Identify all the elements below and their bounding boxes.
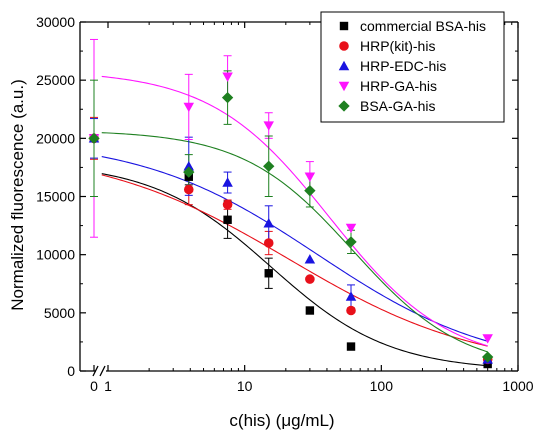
x-tick-label: 10 bbox=[237, 378, 253, 394]
legend-label: BSA-GA-his bbox=[360, 98, 435, 114]
y-tick-label: 20000 bbox=[36, 130, 75, 146]
data-point bbox=[346, 342, 356, 351]
axis-break-mark bbox=[92, 365, 99, 377]
legend-box bbox=[320, 11, 505, 123]
legend-marker bbox=[338, 60, 350, 71]
data-point bbox=[345, 223, 357, 234]
data-point bbox=[304, 172, 316, 182]
y-tick-label: 10000 bbox=[36, 247, 75, 263]
data-point bbox=[264, 269, 273, 278]
legend-marker bbox=[339, 21, 349, 31]
axis-break-mark bbox=[99, 365, 106, 377]
y-tick-label: 5000 bbox=[44, 305, 75, 321]
data-point bbox=[183, 102, 195, 113]
data-point bbox=[305, 274, 315, 284]
y-tick-label: 0 bbox=[67, 363, 75, 379]
legend-item: BSA-GA-his bbox=[338, 98, 435, 114]
x-tick-label: 100 bbox=[370, 378, 394, 394]
data-point bbox=[304, 185, 316, 197]
data-point bbox=[305, 306, 315, 315]
data-point bbox=[221, 91, 234, 104]
y-tick-label: 25000 bbox=[36, 72, 75, 88]
legend-label: commercial BSA-his bbox=[360, 18, 486, 34]
legend-item: commercial BSA-his bbox=[339, 18, 486, 34]
legend-item: HRP-EDC-his bbox=[338, 58, 446, 74]
fit-curve-1 bbox=[101, 173, 488, 367]
data-point bbox=[482, 334, 493, 344]
y-tick-label: 30000 bbox=[36, 14, 75, 30]
data-point bbox=[263, 218, 274, 228]
x-tick-label: 0 bbox=[90, 378, 98, 394]
data-point bbox=[263, 238, 274, 248]
y-axis-ticks: 0 5000 10000 15000 20000 25000 30000 bbox=[36, 14, 518, 379]
data-point bbox=[223, 215, 232, 224]
fit-curve-5 bbox=[101, 132, 488, 353]
x-tick-label: 1 bbox=[104, 378, 112, 394]
legend-item: HRP(kit)-his bbox=[339, 38, 435, 54]
legend-marker bbox=[339, 41, 349, 51]
data-markers bbox=[88, 72, 494, 369]
data-point bbox=[345, 236, 357, 248]
data-point bbox=[222, 177, 233, 187]
data-point bbox=[346, 305, 356, 316]
data-point bbox=[222, 72, 233, 82]
data-point bbox=[222, 199, 233, 210]
data-point bbox=[88, 132, 100, 145]
legend-marker bbox=[338, 81, 350, 92]
data-point bbox=[263, 160, 275, 172]
x-tick-label: 1000 bbox=[502, 378, 533, 394]
data-point bbox=[183, 184, 194, 195]
data-point bbox=[183, 161, 195, 171]
y-tick-label: 15000 bbox=[36, 189, 75, 205]
data-point bbox=[263, 121, 274, 131]
legend-label: HRP-EDC-his bbox=[360, 58, 446, 74]
data-point bbox=[345, 291, 357, 301]
legend-item: HRP-GA-his bbox=[338, 78, 437, 94]
legend-marker bbox=[338, 100, 350, 112]
legend-label: HRP(kit)-his bbox=[360, 38, 435, 54]
fit-curve-2 bbox=[101, 174, 488, 347]
data-point bbox=[183, 166, 195, 178]
legend: commercial BSA-his HRP(kit)-his HRP-EDC-hi… bbox=[320, 11, 505, 123]
y-axis-title: Normalized fluorescence (a.u.) bbox=[8, 79, 27, 310]
fit-curves bbox=[101, 75, 488, 367]
fit-curve-4 bbox=[101, 75, 488, 347]
legend-label: HRP-GA-his bbox=[360, 78, 437, 94]
fit-curve-3 bbox=[101, 156, 488, 342]
data-point bbox=[304, 254, 316, 264]
data-point bbox=[482, 351, 494, 363]
x-axis-title: c(his) (μg/mL) bbox=[229, 411, 334, 430]
